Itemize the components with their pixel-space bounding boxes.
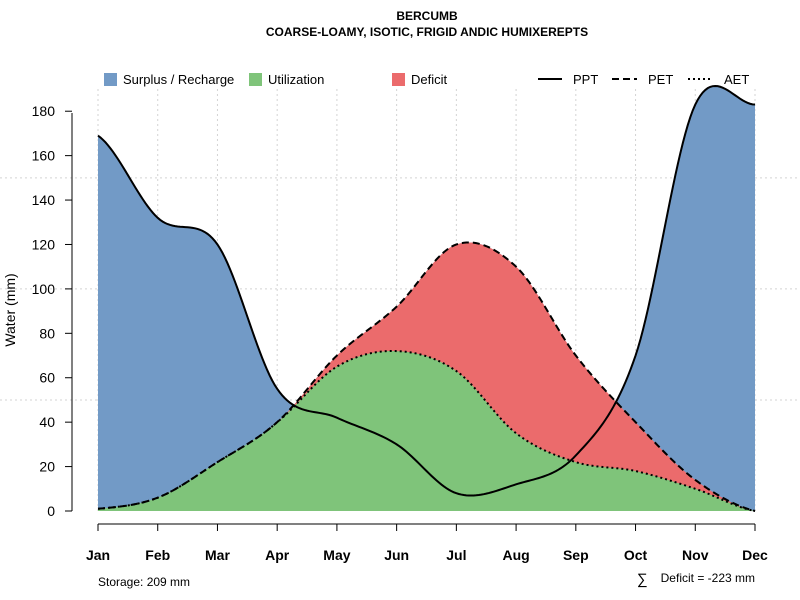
legend-label-pet: PET	[648, 72, 673, 87]
area-surplus-top	[98, 85, 755, 512]
legend-swatch-utilization	[249, 73, 262, 86]
storage-annotation: Storage: 209 mm	[98, 575, 190, 589]
chart-title: BERCUMB	[396, 9, 458, 23]
y-tick-label-140: 140	[32, 192, 56, 208]
y-tick-label-120: 120	[32, 236, 56, 252]
x-tick-label-jul: Jul	[446, 547, 466, 563]
legend-swatch-surplus	[104, 73, 117, 86]
x-tick-label-may: May	[323, 547, 350, 563]
x-tick-label-nov: Nov	[682, 547, 709, 563]
y-tick-label-180: 180	[32, 103, 56, 119]
y-ticks: 0 20 40 60 80 100 120 140 160 180	[32, 103, 72, 519]
legend-label-deficit: Deficit	[411, 72, 448, 87]
x-tick-label-feb: Feb	[145, 547, 170, 563]
y-axis-label: Water (mm)	[2, 273, 18, 346]
area-fills	[98, 85, 755, 512]
y-tick-label-60: 60	[39, 370, 55, 386]
x-tick-label-sep: Sep	[563, 547, 589, 563]
area-utilization	[98, 351, 755, 511]
y-tick-label-100: 100	[32, 281, 56, 297]
series-lines	[97, 84, 756, 512]
series-line-ppt	[97, 84, 756, 497]
y-tick-label-20: 20	[39, 459, 55, 475]
x-tick-label-oct: Oct	[624, 547, 648, 563]
deficit-annotation: Deficit = -223 mm	[661, 571, 755, 585]
x-tick-label-jun: Jun	[384, 547, 409, 563]
x-tick-label-aug: Aug	[502, 547, 529, 563]
y-tick-label-40: 40	[39, 414, 55, 430]
axes	[71, 113, 755, 525]
x-tick-label-dec: Dec	[742, 547, 768, 563]
legend-label-utilization: Utilization	[268, 72, 324, 87]
sum-icon: ∑	[637, 571, 648, 588]
y-tick-label-160: 160	[32, 148, 56, 164]
y-tick-label-80: 80	[39, 325, 55, 341]
legend-label-ppt: PPT	[573, 72, 598, 87]
legend-label-aet: AET	[724, 72, 749, 87]
legend-label-surplus: Surplus / Recharge	[123, 72, 234, 87]
legend-swatch-deficit	[392, 73, 405, 86]
y-tick-label-0: 0	[47, 503, 55, 519]
chart-subtitle: COARSE-LOAMY, ISOTIC, FRIGID ANDIC HUMIX…	[266, 25, 588, 39]
x-ticks: Jan Feb Mar Apr May Jun Jul Aug Sep Oct Nov Dec	[86, 524, 768, 563]
x-tick-label-jan: Jan	[86, 547, 110, 563]
x-tick-label-apr: Apr	[265, 547, 290, 563]
legend: Surplus / Recharge Utilization Deficit P…	[104, 72, 749, 87]
x-tick-label-mar: Mar	[205, 547, 230, 563]
